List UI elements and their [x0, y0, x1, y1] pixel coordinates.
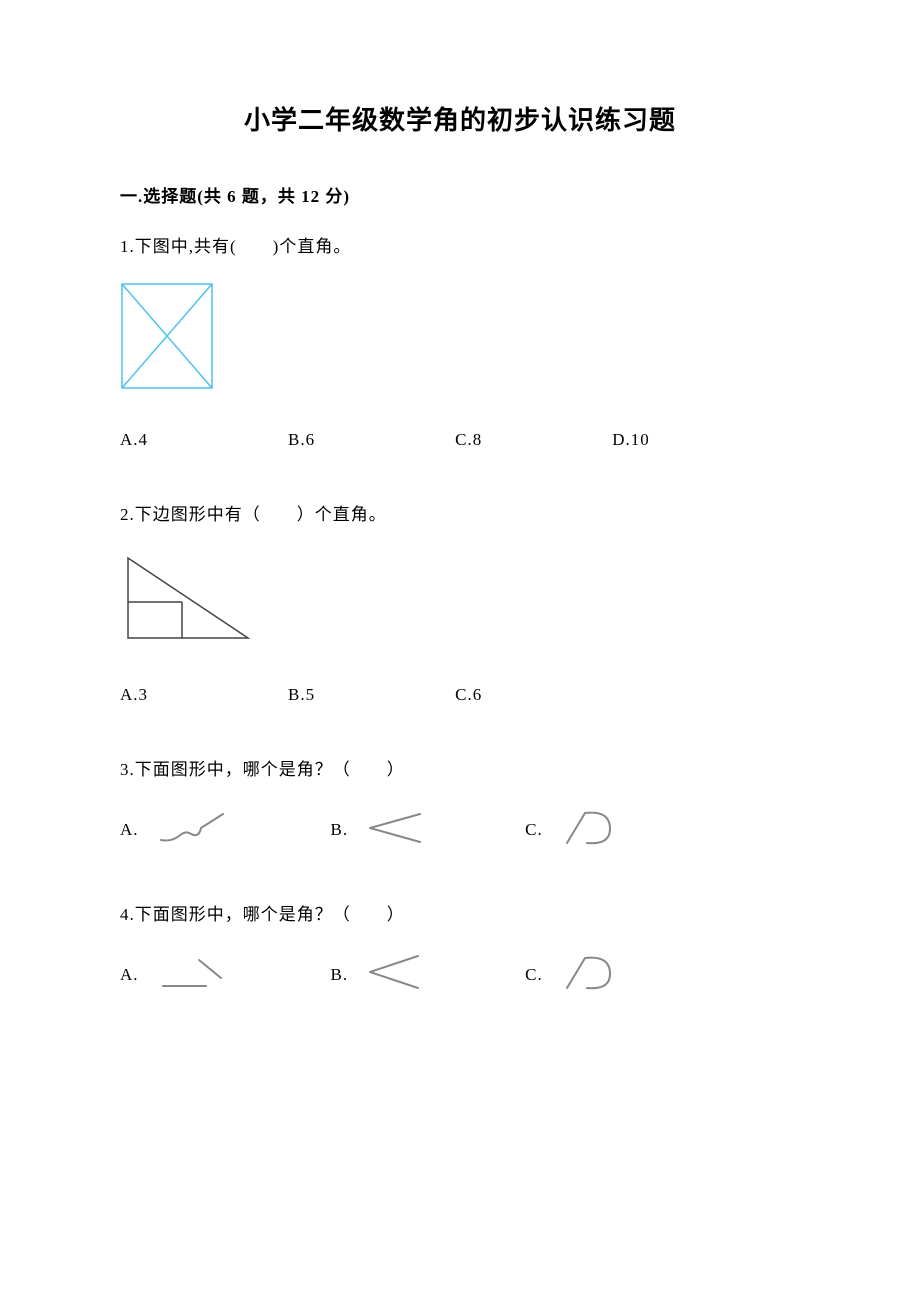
q4-figure-b — [360, 950, 430, 1000]
q4-option-a-label: A. — [120, 965, 139, 985]
q4-figure-a — [151, 950, 231, 1000]
q4-option-c-label: C. — [525, 965, 543, 985]
question-4-options: A. B. C. — [120, 950, 800, 1000]
question-1-options: A.4 B.6 C.8 D.10 — [120, 430, 800, 450]
q1-option-b: B.6 — [288, 430, 315, 450]
q4-option-b-label: B. — [331, 965, 349, 985]
q3-figure-c — [555, 805, 625, 855]
question-2-figure — [120, 550, 800, 650]
question-3-text: 3.下面图形中，哪个是角？（ ） — [120, 755, 800, 780]
question-3-options: A. B. C. — [120, 805, 800, 855]
question-2-text: 2.下边图形中有（ ）个直角。 — [120, 500, 800, 525]
question-2-options: A.3 B.5 C.6 — [120, 685, 800, 705]
q1-option-d: D.10 — [612, 430, 650, 450]
q3-figure-a — [151, 808, 231, 853]
q1-option-a: A.4 — [120, 430, 148, 450]
q4-option-b: B. — [331, 950, 431, 1000]
q4-option-a: A. — [120, 950, 231, 1000]
q1-option-c: C.8 — [455, 430, 482, 450]
question-1-figure — [120, 282, 800, 395]
q3-figure-b — [360, 808, 430, 853]
q2-option-a: A.3 — [120, 685, 148, 705]
q3-option-b: B. — [331, 805, 431, 855]
q4-figure-c — [555, 950, 625, 1000]
q3-option-a: A. — [120, 805, 231, 855]
page-title: 小学二年级数学角的初步认识练习题 — [120, 100, 800, 137]
question-1-text: 1.下图中,共有( )个直角。 — [120, 232, 800, 257]
q3-option-c-label: C. — [525, 820, 543, 840]
q3-option-b-label: B. — [331, 820, 349, 840]
q2-option-b: B.5 — [288, 685, 315, 705]
q3-option-c: C. — [525, 805, 625, 855]
q2-option-c: C.6 — [455, 685, 482, 705]
question-4-text: 4.下面图形中，哪个是角？（ ） — [120, 900, 800, 925]
q3-option-a-label: A. — [120, 820, 139, 840]
section-header: 一.选择题(共 6 题，共 12 分) — [120, 182, 800, 207]
q4-option-c: C. — [525, 950, 625, 1000]
